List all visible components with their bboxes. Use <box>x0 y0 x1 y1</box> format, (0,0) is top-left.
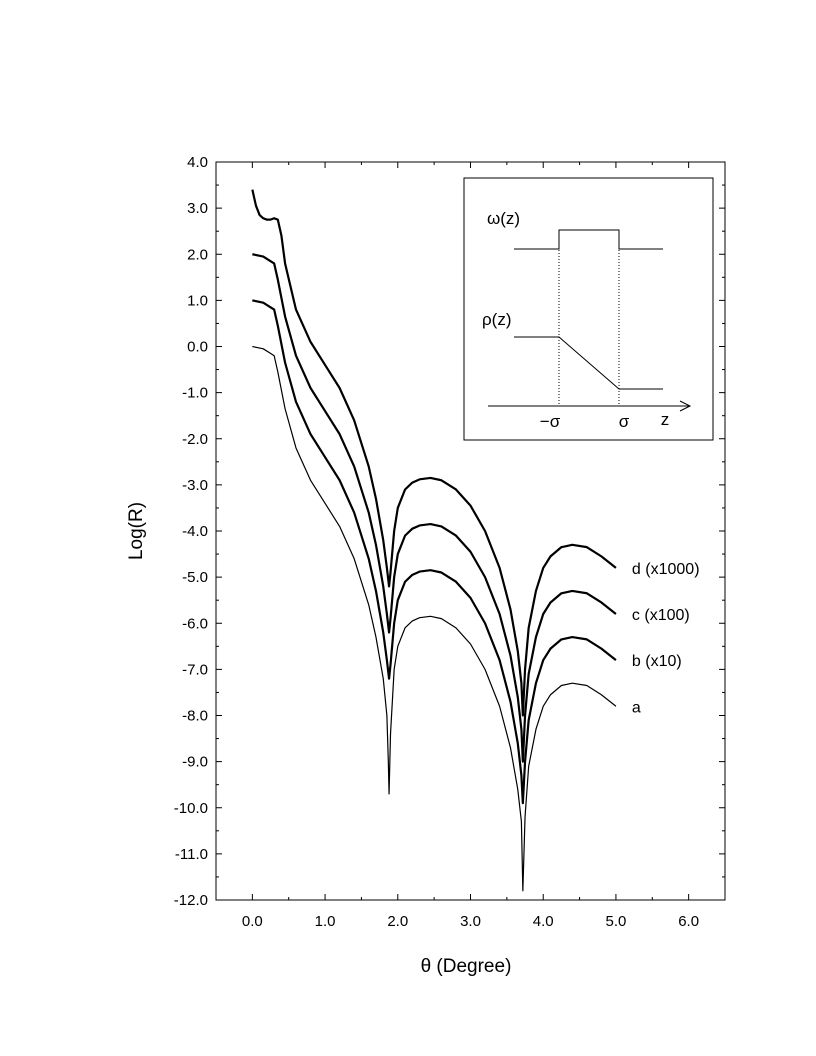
y-tick-label: -1.0 <box>182 385 208 402</box>
inset-z-label: z <box>661 410 670 429</box>
inset-z-arrowhead <box>679 400 692 412</box>
y-axis-title: Log(R) <box>126 502 147 560</box>
series-line <box>251 189 617 717</box>
y-tick-label: -10.0 <box>174 800 208 817</box>
y-tick-label: -6.0 <box>182 615 208 632</box>
series-label: a <box>632 699 641 716</box>
series-labels: a b (x10) c (x100) d (x1000) <box>632 561 700 716</box>
series-line <box>252 253 617 763</box>
y-tick-label: 1.0 <box>187 292 208 309</box>
x-axis-title: θ (Degree) <box>421 956 512 977</box>
series-label: b (x10) <box>632 653 682 670</box>
y-tick-label: -9.0 <box>182 754 208 771</box>
y-tick-label: -3.0 <box>182 477 208 494</box>
x-tick-label: 0.0 <box>242 913 263 930</box>
y-tick-label: 2.0 <box>187 246 208 263</box>
y-tick-label: 0.0 <box>187 339 208 356</box>
inset-omega-profile <box>514 229 663 250</box>
inset-neg-sigma-label: −σ <box>540 412 561 431</box>
axis-ticks <box>215 161 726 901</box>
y-tick-label: -11.0 <box>175 846 208 863</box>
inset-rho-label: ρ(z) <box>482 310 512 329</box>
series-label: d (x1000) <box>632 561 700 578</box>
y-tick-label: -12.0 <box>174 892 208 909</box>
y-tick-label: 4.0 <box>187 154 208 171</box>
x-tick-labels: 0.0 1.0 2.0 3.0 4.0 5.0 6.0 <box>242 913 699 930</box>
series-lines <box>251 189 617 892</box>
x-tick-label: 2.0 <box>387 913 408 930</box>
x-tick-label: 4.0 <box>533 913 554 930</box>
y-tick-labels: 4.0 3.0 2.0 1.0 0.0 -1.0 -2.0 -3.0 -4.0 -5.0 -6.0 -… <box>174 154 208 909</box>
series-line <box>252 299 617 805</box>
y-tick-label: -2.0 <box>182 431 208 448</box>
y-tick-label: -5.0 <box>182 569 208 586</box>
y-tick-label: -8.0 <box>182 708 208 725</box>
inset-diagram: ω(z) ρ(z) −σ σ z <box>463 177 714 441</box>
series-label: c (x100) <box>632 607 690 624</box>
y-tick-label: 3.0 <box>187 200 208 217</box>
inset-omega-label: ω(z) <box>487 209 520 228</box>
inset-rho-profile <box>514 336 663 390</box>
inset-frame <box>463 177 714 441</box>
y-tick-label: -4.0 <box>182 523 208 540</box>
series-line <box>252 345 617 892</box>
x-tick-label: 3.0 <box>460 913 481 930</box>
x-tick-label: 1.0 <box>315 913 336 930</box>
y-tick-label: -7.0 <box>182 661 208 678</box>
x-tick-label: 6.0 <box>678 913 699 930</box>
x-tick-label: 5.0 <box>605 913 626 930</box>
inset-sigma-label: σ <box>619 412 630 431</box>
